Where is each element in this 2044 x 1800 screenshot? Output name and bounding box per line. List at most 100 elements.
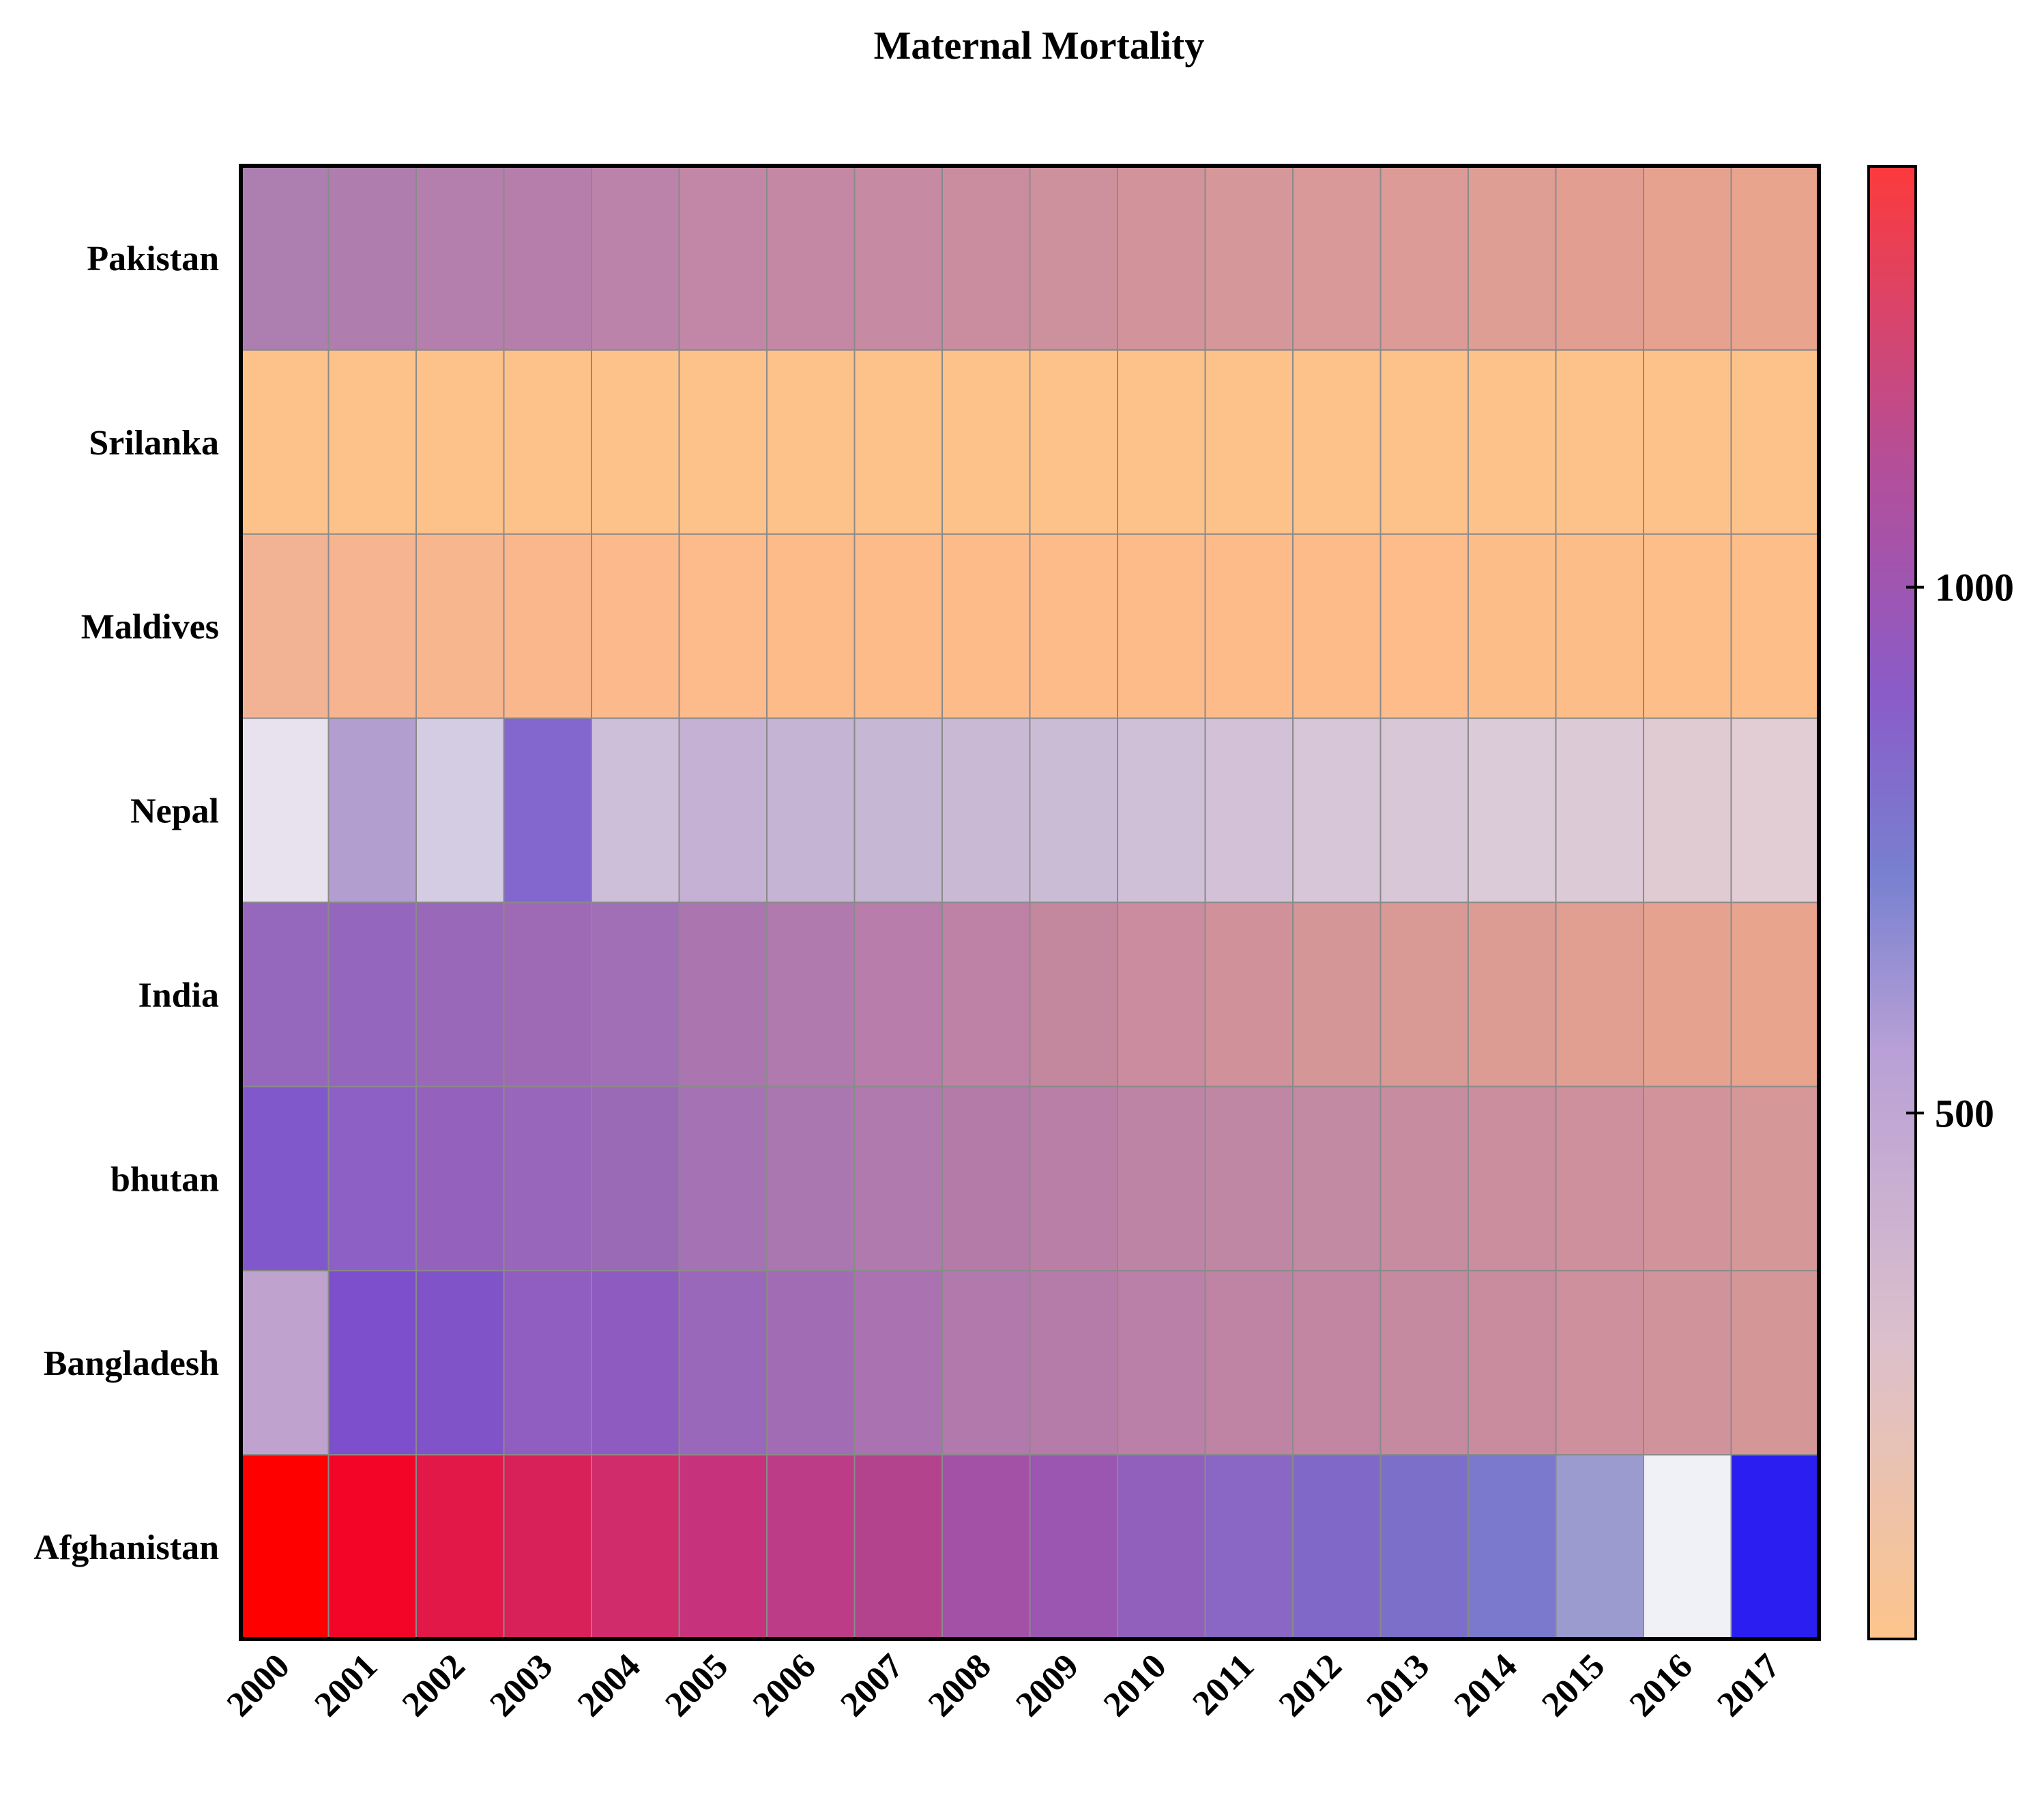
heatmap-cell xyxy=(1204,1454,1294,1640)
column-label: 2000 xyxy=(220,1646,297,1724)
heatmap-cell xyxy=(766,717,856,903)
heatmap-cell xyxy=(327,717,417,903)
heatmap-cell xyxy=(591,165,680,351)
heatmap-cell xyxy=(1379,533,1469,719)
chart-title: Maternal Mortality xyxy=(874,23,1205,68)
row-label: India xyxy=(138,976,219,1015)
column-label: 2006 xyxy=(746,1646,823,1724)
heatmap-cell xyxy=(766,1454,856,1640)
heatmap-cell xyxy=(1555,1270,1644,1456)
heatmap-cell xyxy=(1468,349,1557,535)
heatmap-cell xyxy=(327,533,417,719)
heatmap-cell xyxy=(1204,349,1294,535)
heatmap-cell xyxy=(1292,717,1382,903)
heatmap-cell xyxy=(766,901,856,1088)
heatmap-cell xyxy=(1379,1454,1469,1640)
column-label: 2009 xyxy=(1008,1646,1086,1724)
heatmap-cell xyxy=(853,1270,943,1456)
heatmap-cell xyxy=(678,1086,768,1272)
heatmap-cell xyxy=(1555,901,1644,1088)
column-label: 2013 xyxy=(1359,1646,1437,1724)
row-label: Maldives xyxy=(81,608,219,647)
heatmap-cell xyxy=(853,717,943,903)
column-label: 2012 xyxy=(1272,1646,1349,1724)
heatmap-cell xyxy=(1204,533,1294,719)
heatmap-cell xyxy=(327,1086,417,1272)
heatmap-cell xyxy=(1029,717,1118,903)
column-label: 2007 xyxy=(833,1646,911,1724)
heatmap-cell xyxy=(1117,165,1206,351)
plot-frame xyxy=(239,164,1821,1641)
colorbar-tick-label: 500 xyxy=(1935,1091,1994,1135)
heatmap-cell xyxy=(1029,165,1118,351)
heatmap-cell xyxy=(1379,901,1469,1088)
heatmap-cell xyxy=(591,1270,680,1456)
heatmap-cell xyxy=(1555,717,1644,903)
heatmap-cell xyxy=(1117,533,1206,719)
column-label: 2008 xyxy=(921,1646,999,1724)
heatmap-cell xyxy=(503,1270,592,1456)
row-label: Nepal xyxy=(130,792,219,831)
heatmap-cell xyxy=(415,717,505,903)
heatmap-cell xyxy=(240,901,330,1088)
heatmap-cell xyxy=(1730,901,1820,1088)
colorbar xyxy=(1867,165,1917,1640)
heatmap-cell xyxy=(1292,1086,1382,1272)
heatmap-cell xyxy=(591,1454,680,1640)
heatmap-cell xyxy=(1029,1454,1118,1640)
column-label: 2001 xyxy=(307,1646,385,1724)
heatmap-cell xyxy=(1468,1270,1557,1456)
heatmap-cell xyxy=(415,165,505,351)
heatmap-cell xyxy=(766,1086,856,1272)
heatmap-cell xyxy=(1204,901,1294,1088)
heatmap-cell xyxy=(591,349,680,535)
heatmap-cell xyxy=(766,349,856,535)
heatmap-cell xyxy=(853,533,943,719)
heatmap-cell xyxy=(678,165,768,351)
heatmap-cell xyxy=(766,533,856,719)
heatmap-cell xyxy=(240,349,330,535)
heatmap-cell xyxy=(1379,1086,1469,1272)
heatmap-cell xyxy=(240,717,330,903)
heatmap-cell xyxy=(1643,1270,1732,1456)
colorbar-ticks: 500 1000 xyxy=(1906,566,2014,1135)
heatmap-cell xyxy=(1468,165,1557,351)
heatmap-cell xyxy=(678,349,768,535)
row-label: Afghanistan xyxy=(33,1528,219,1567)
heatmap-cell xyxy=(415,349,505,535)
heatmap-cell xyxy=(1643,533,1732,719)
heatmap-cell xyxy=(678,1270,768,1456)
heatmap-cell xyxy=(240,533,330,719)
column-label: 2017 xyxy=(1710,1646,1787,1724)
column-label: 2016 xyxy=(1622,1646,1700,1724)
heatmap-cell xyxy=(1643,1086,1732,1272)
heatmap-cell xyxy=(1029,901,1118,1088)
heatmap-cell xyxy=(1730,533,1820,719)
heatmap-cell xyxy=(415,1270,505,1456)
heatmap-cell xyxy=(1730,349,1820,535)
heatmap-cell xyxy=(1555,1454,1644,1640)
heatmap-cell xyxy=(503,1454,592,1640)
heatmap-cell xyxy=(1555,1086,1644,1272)
heatmap-cell xyxy=(591,533,680,719)
heatmap-cell xyxy=(1029,349,1118,535)
heatmap-cell xyxy=(1379,349,1469,535)
heatmap-cell xyxy=(1292,349,1382,535)
heatmap-cell xyxy=(327,901,417,1088)
heatmap-cell xyxy=(1204,1086,1294,1272)
heatmap-cell xyxy=(327,165,417,351)
heatmap-cell xyxy=(327,1454,417,1640)
heatmap-cell xyxy=(1555,533,1644,719)
column-label: 2005 xyxy=(658,1646,735,1724)
column-label: 2002 xyxy=(395,1646,473,1724)
column-label: 2003 xyxy=(482,1646,560,1724)
heatmap-cell xyxy=(1643,349,1732,535)
heatmap-cell xyxy=(1468,1086,1557,1272)
heatmap-cell xyxy=(1643,1454,1732,1640)
heatmap-cell xyxy=(1117,349,1206,535)
heatmap-cell xyxy=(853,901,943,1088)
heatmap-cell xyxy=(766,1270,856,1456)
heatmap-cell xyxy=(1468,533,1557,719)
heatmap-cell xyxy=(766,165,856,351)
heatmap-cell xyxy=(1029,1086,1118,1272)
